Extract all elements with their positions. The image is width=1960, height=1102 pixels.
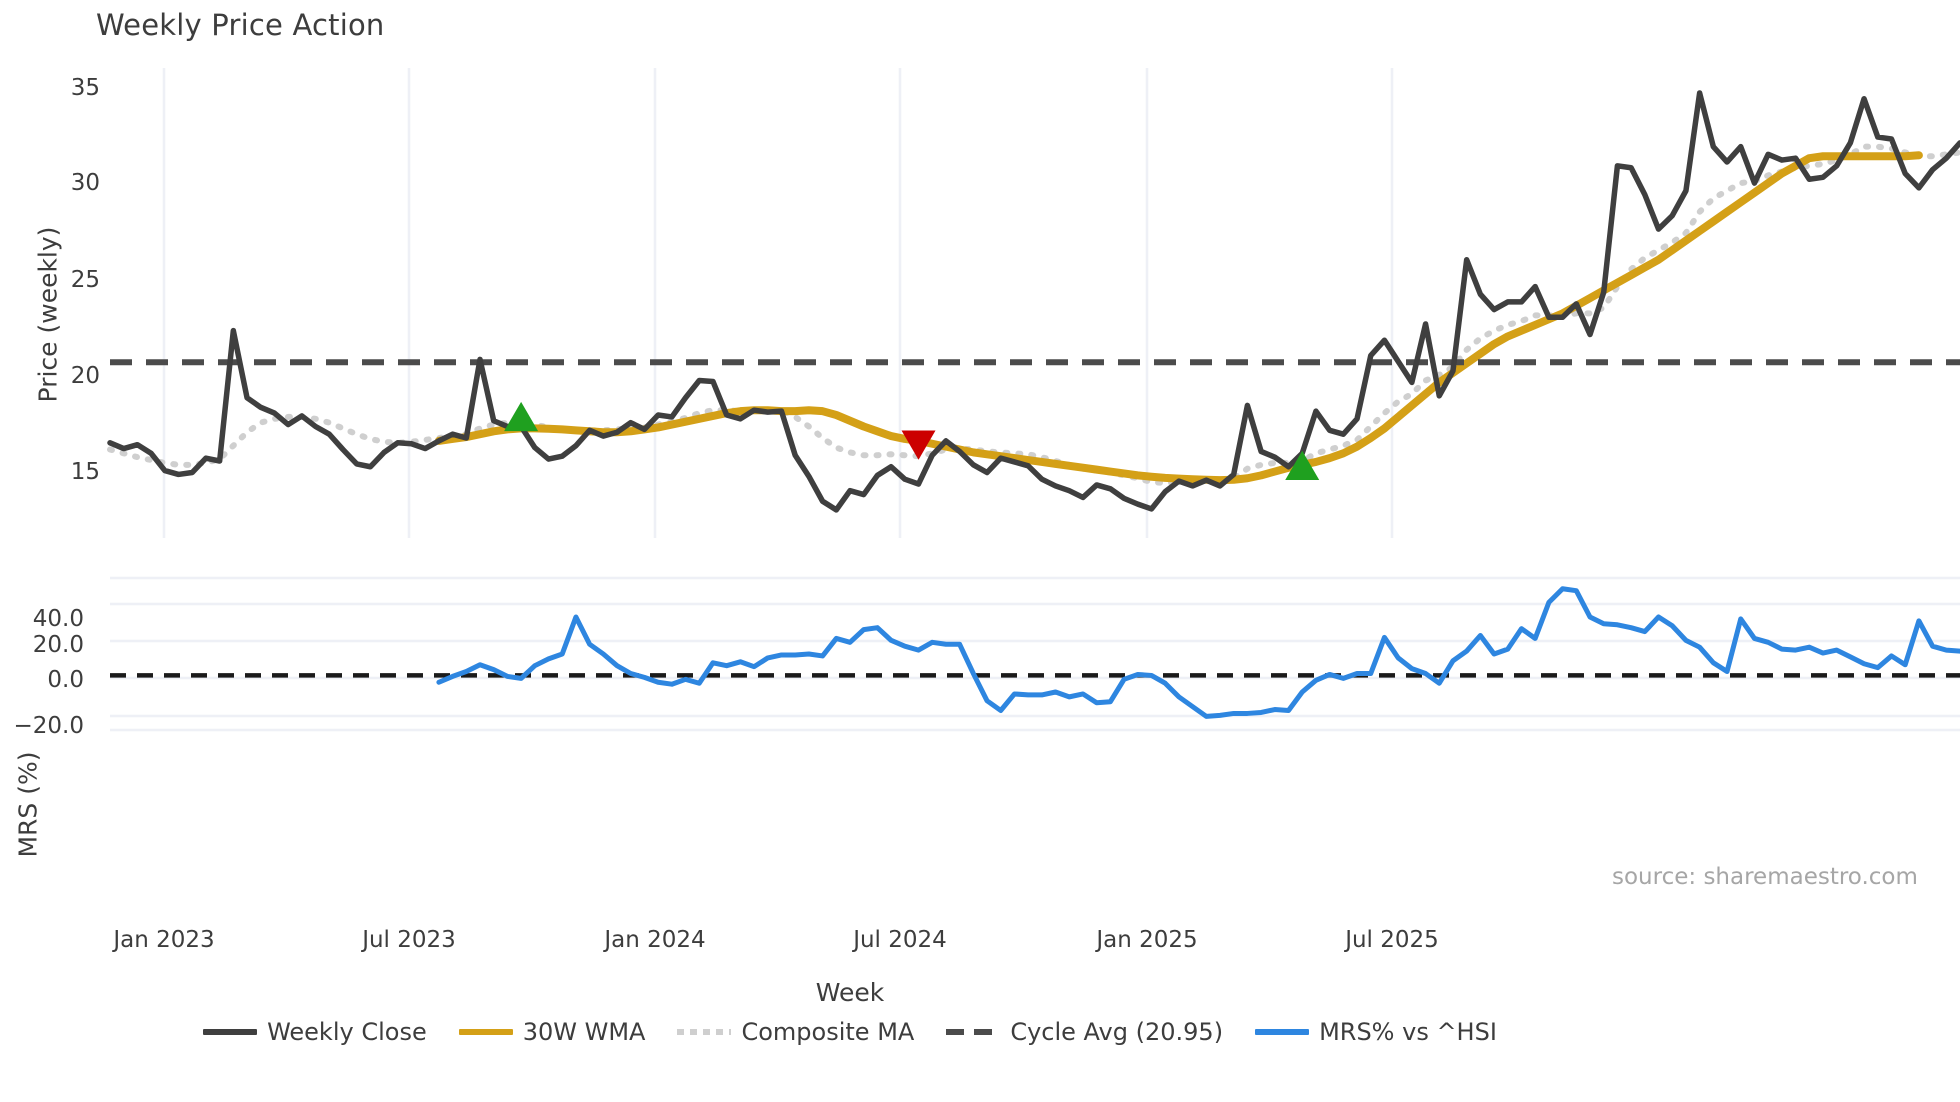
- legend-label-30w-wma: 30W WMA: [522, 1018, 646, 1046]
- legend-swatch-mrs: [1255, 1029, 1310, 1035]
- mrs-ytick-neg20: −20.0: [13, 713, 84, 739]
- legend-label-cycle-avg: Cycle Avg (20.95): [1010, 1018, 1224, 1046]
- legend-label-weekly-close: Weekly Close: [267, 1018, 427, 1046]
- page-title: Weekly Price Action: [96, 8, 385, 42]
- legend-item-30w-wma[interactable]: 30W WMA: [458, 1018, 646, 1046]
- sell-marker-icon: [901, 430, 936, 460]
- legend-item-composite-ma[interactable]: Composite MA: [677, 1018, 914, 1046]
- series-weekly-close: [107, 90, 1960, 513]
- legend-swatch-30w-wma: [458, 1029, 513, 1035]
- xtick-jan-2023: Jan 2023: [113, 927, 215, 953]
- mrs-ytick-0: 0.0: [47, 667, 84, 693]
- legend-label-mrs: MRS% vs ^HSI: [1319, 1018, 1497, 1046]
- legend-swatch-cycle-avg: [946, 1029, 1001, 1035]
- series-30w-wma: [434, 151, 1923, 485]
- chart-legend: Weekly Close 30W WMA Composite MA Cycle …: [0, 1018, 1700, 1046]
- legend-item-weekly-close[interactable]: Weekly Close: [203, 1018, 427, 1046]
- legend-swatch-weekly-close: [203, 1029, 258, 1035]
- price-ytick-25: 25: [70, 267, 100, 293]
- price-ytick-20: 20: [70, 363, 100, 389]
- xtick-jul-2024: Jul 2024: [853, 927, 947, 953]
- legend-swatch-composite-ma: [677, 1029, 732, 1035]
- xtick-jul-2023: Jul 2023: [362, 927, 456, 953]
- legend-item-cycle-avg[interactable]: Cycle Avg (20.95): [946, 1018, 1223, 1046]
- legend-label-composite-ma: Composite MA: [741, 1018, 915, 1046]
- series-composite-ma: [107, 143, 1960, 487]
- legend-item-mrs[interactable]: MRS% vs ^HSI: [1255, 1018, 1497, 1046]
- xtick-jul-2025: Jul 2025: [1345, 927, 1439, 953]
- mrs-ytick-20: 20.0: [32, 632, 84, 658]
- source-watermark: source: sharemaestro.com: [1612, 864, 1918, 890]
- xtick-jan-2024: Jan 2024: [604, 927, 706, 953]
- price-ytick-35: 35: [70, 75, 100, 101]
- buy-marker-icon: [504, 401, 539, 432]
- price-ytick-30: 30: [70, 170, 100, 196]
- series-mrs: [436, 586, 1960, 719]
- xtick-jan-2025: Jan 2025: [1096, 927, 1198, 953]
- buy-marker-icon: [1285, 450, 1320, 480]
- x-axis-label: Week: [815, 978, 885, 1007]
- price-ytick-15: 15: [70, 459, 100, 485]
- mrs-ytick-40: 40.0: [32, 606, 84, 632]
- chart-canvas: [107, 68, 1960, 732]
